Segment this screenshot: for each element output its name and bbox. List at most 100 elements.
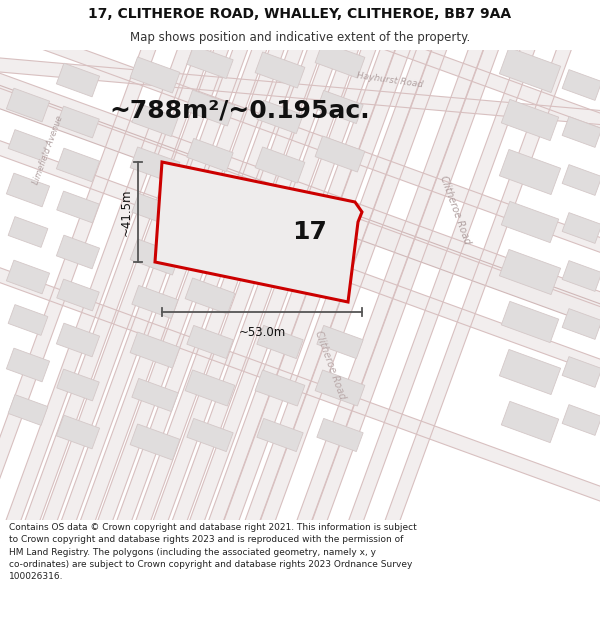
Polygon shape [0,0,406,625]
Polygon shape [255,52,305,88]
Polygon shape [8,394,48,426]
Polygon shape [317,326,363,359]
Polygon shape [185,90,235,126]
Polygon shape [130,57,180,93]
Polygon shape [562,117,600,148]
Polygon shape [562,69,600,101]
Polygon shape [562,357,600,388]
Polygon shape [185,278,235,314]
Polygon shape [257,101,303,134]
Text: ~53.0m: ~53.0m [238,326,286,339]
Polygon shape [317,91,363,124]
Text: Clitheroe Road: Clitheroe Road [438,174,472,246]
Polygon shape [255,370,305,406]
Polygon shape [0,0,336,625]
Polygon shape [562,164,600,196]
Polygon shape [54,0,546,625]
Polygon shape [0,0,336,625]
Polygon shape [8,217,48,248]
Text: Map shows position and indicative extent of the property.: Map shows position and indicative extent… [130,31,470,44]
Polygon shape [315,42,365,78]
Polygon shape [0,0,600,226]
Polygon shape [194,0,600,625]
Polygon shape [255,147,305,183]
Polygon shape [0,94,600,586]
Polygon shape [562,404,600,436]
Polygon shape [8,129,48,161]
Polygon shape [56,63,100,97]
Text: ~41.5m: ~41.5m [119,188,133,236]
Polygon shape [54,0,546,625]
Polygon shape [8,304,48,336]
Polygon shape [562,261,600,291]
Polygon shape [315,136,365,172]
Polygon shape [0,0,336,625]
Polygon shape [0,0,600,346]
Text: Hayhurst Road: Hayhurst Road [356,71,424,89]
Polygon shape [124,0,600,625]
Polygon shape [0,0,406,625]
Polygon shape [501,201,559,242]
Polygon shape [194,0,600,625]
Polygon shape [187,326,233,359]
Polygon shape [0,0,476,625]
Polygon shape [7,88,50,122]
Polygon shape [257,326,303,359]
Polygon shape [132,378,178,412]
Text: 17: 17 [293,220,328,244]
Text: Clitheroe Road: Clitheroe Road [313,329,347,401]
Polygon shape [54,0,546,625]
Polygon shape [187,233,233,267]
Polygon shape [0,0,406,625]
Polygon shape [499,349,560,394]
Polygon shape [501,99,559,141]
Polygon shape [499,149,560,194]
Polygon shape [0,24,600,516]
Polygon shape [155,162,362,302]
Polygon shape [130,332,180,368]
Polygon shape [57,106,99,138]
Polygon shape [194,0,600,625]
Polygon shape [132,286,178,319]
Polygon shape [124,0,600,625]
Polygon shape [501,401,559,442]
Polygon shape [257,418,303,452]
Polygon shape [499,249,560,294]
Polygon shape [185,184,235,220]
Polygon shape [187,418,233,452]
Polygon shape [130,147,180,183]
Polygon shape [185,370,235,406]
Polygon shape [0,0,476,625]
Polygon shape [0,20,600,520]
Polygon shape [130,424,180,460]
Polygon shape [56,415,100,449]
Polygon shape [132,193,178,227]
Polygon shape [7,260,50,294]
Polygon shape [7,173,50,207]
Polygon shape [317,418,363,452]
Polygon shape [130,239,180,275]
Polygon shape [54,0,546,625]
Text: ~788m²/~0.195ac.: ~788m²/~0.195ac. [110,98,370,122]
Polygon shape [7,348,50,382]
Polygon shape [56,235,100,269]
Polygon shape [57,369,99,401]
Polygon shape [187,46,233,79]
Polygon shape [56,323,100,357]
Text: Limefield Avenue: Limefield Avenue [31,114,65,186]
Polygon shape [187,138,233,172]
Text: 17, CLITHEROE ROAD, WHALLEY, CLITHEROE, BB7 9AA: 17, CLITHEROE ROAD, WHALLEY, CLITHEROE, … [88,7,512,21]
Polygon shape [562,309,600,339]
Polygon shape [57,191,99,223]
Polygon shape [0,32,600,168]
Polygon shape [499,48,560,92]
Polygon shape [0,0,600,416]
Polygon shape [0,0,476,625]
Polygon shape [501,301,559,343]
Polygon shape [562,213,600,243]
Polygon shape [0,0,476,625]
Polygon shape [57,279,99,311]
Polygon shape [315,370,365,406]
Polygon shape [56,148,100,182]
Text: Contains OS data © Crown copyright and database right 2021. This information is : Contains OS data © Crown copyright and d… [9,523,417,581]
